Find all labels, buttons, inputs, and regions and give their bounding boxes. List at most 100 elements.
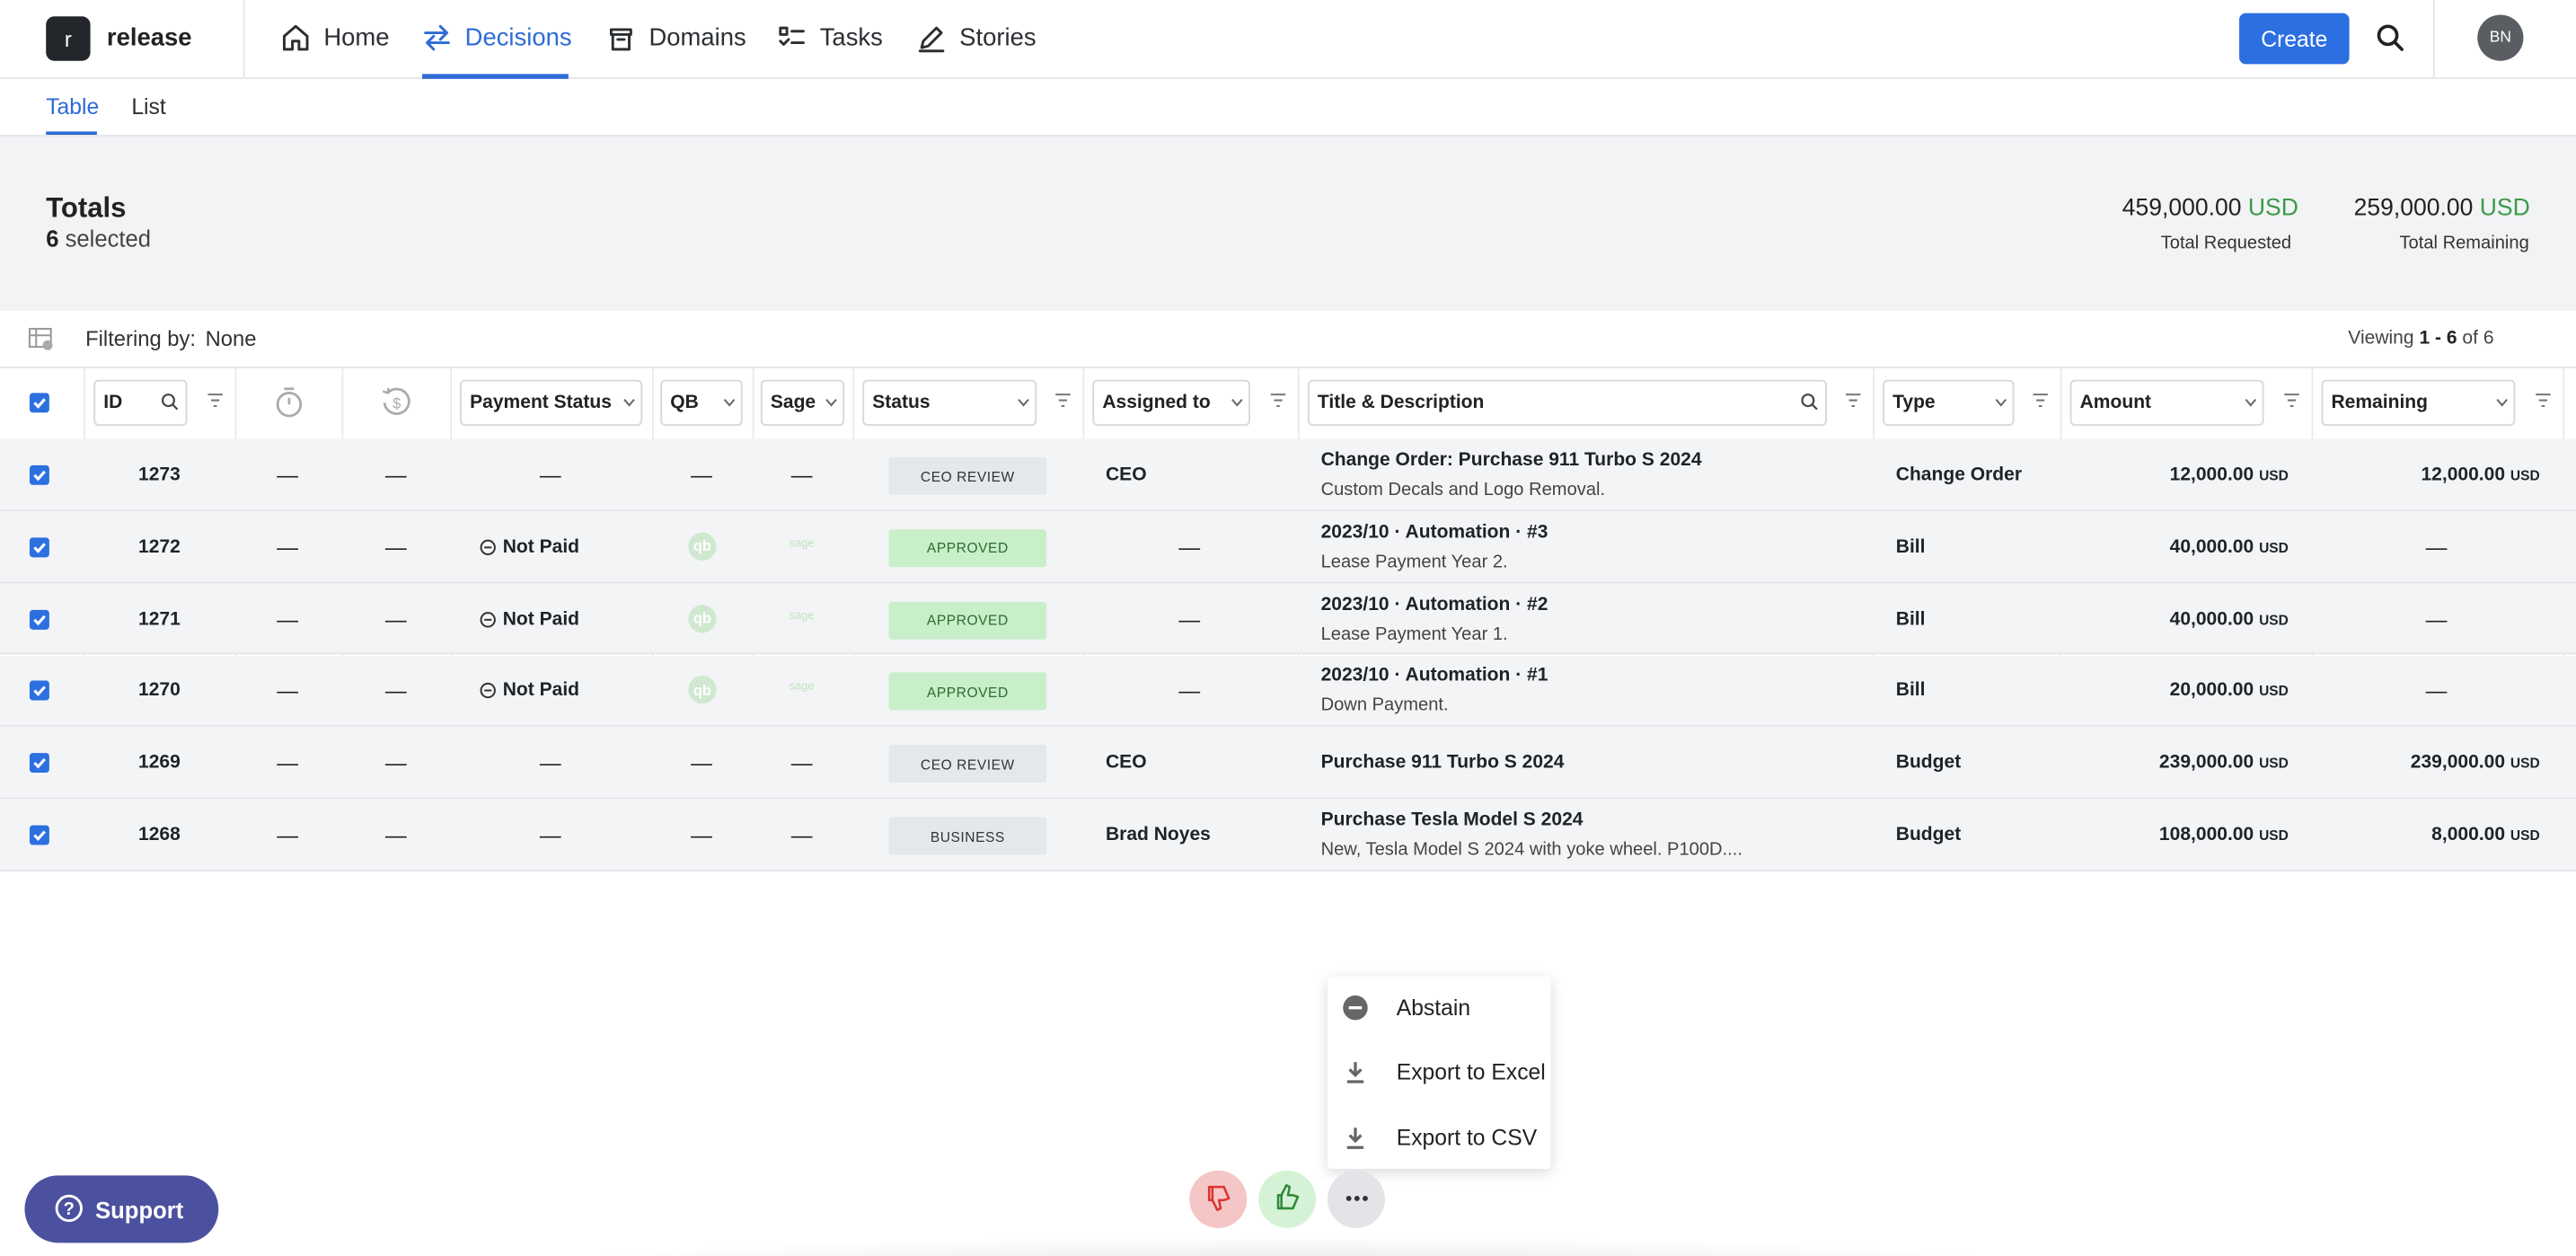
row-sage: sage bbox=[789, 537, 815, 550]
support-label[interactable]: Support bbox=[95, 1196, 184, 1223]
row-payment: Not Paid bbox=[502, 536, 580, 557]
nav-item[interactable]: Decisions bbox=[464, 23, 572, 52]
nav-icon[interactable] bbox=[422, 23, 452, 53]
support-icon: ? bbox=[54, 1193, 84, 1223]
column-header: Remaining bbox=[2331, 393, 2429, 413]
nav-icon[interactable] bbox=[281, 23, 311, 53]
amount-number: 40,000.00 bbox=[2169, 609, 2254, 630]
menu-icon[interactable] bbox=[1342, 995, 1368, 1021]
approve-button[interactable] bbox=[1258, 1170, 1317, 1228]
row-refund: — bbox=[384, 535, 407, 560]
avatar[interactable] bbox=[2477, 14, 2524, 61]
amount-currency: USD bbox=[2259, 610, 2289, 628]
table-row bbox=[0, 438, 2576, 511]
icon-part bbox=[1354, 1196, 1360, 1201]
row-refund: — bbox=[384, 606, 407, 632]
sub-tab-underline bbox=[46, 131, 97, 136]
column-header-box[interactable] bbox=[2321, 379, 2516, 426]
checkbox[interactable] bbox=[29, 609, 49, 630]
checkbox[interactable] bbox=[29, 825, 49, 845]
checkbox[interactable] bbox=[29, 464, 49, 485]
dropdown-chevron bbox=[825, 398, 838, 408]
amount-currency: USD bbox=[2259, 538, 2289, 556]
menu-item[interactable]: Export to Excel bbox=[1396, 1059, 1546, 1085]
row-payment: — bbox=[539, 463, 561, 488]
icon-part bbox=[207, 394, 223, 407]
menu-item[interactable]: Export to CSV bbox=[1396, 1124, 1538, 1150]
sub-tab[interactable]: Table bbox=[46, 94, 100, 119]
qb-logo bbox=[688, 676, 717, 704]
row-id: 1270 bbox=[138, 681, 181, 702]
icon-part bbox=[1346, 1127, 1364, 1149]
column-header-box[interactable] bbox=[93, 379, 188, 426]
total-currency: USD bbox=[2247, 195, 2298, 223]
checkbox-check bbox=[30, 465, 49, 485]
menu-icon[interactable] bbox=[1342, 1059, 1368, 1085]
row-qb: — bbox=[691, 822, 712, 848]
icon-part bbox=[2536, 394, 2551, 407]
row-remaining: — bbox=[2425, 678, 2448, 703]
column-filter-icon[interactable] bbox=[207, 393, 223, 407]
row-status: CEO REVIEW bbox=[920, 756, 1015, 773]
column-header-box[interactable] bbox=[2069, 379, 2264, 426]
column-header-box[interactable] bbox=[1307, 379, 1827, 426]
column-filter-icon[interactable] bbox=[2283, 393, 2299, 407]
workspace-name: release bbox=[106, 23, 192, 52]
icon-part bbox=[207, 394, 223, 407]
status-badge bbox=[888, 456, 1047, 495]
checkbox[interactable] bbox=[29, 393, 49, 413]
logo bbox=[46, 16, 91, 61]
column-header-box[interactable] bbox=[862, 379, 1037, 426]
row-timer: — bbox=[277, 606, 298, 632]
menu-icon[interactable] bbox=[1342, 1124, 1368, 1150]
column-filter-icon[interactable] bbox=[2535, 393, 2551, 407]
filter-value: None bbox=[205, 326, 257, 351]
icon-part bbox=[33, 686, 46, 697]
nav-item[interactable]: Home bbox=[323, 23, 390, 52]
row-sage: — bbox=[790, 463, 813, 488]
column-filter-icon[interactable] bbox=[1270, 393, 1286, 407]
amount-currency: USD bbox=[2510, 466, 2540, 483]
nav-icon[interactable] bbox=[606, 23, 636, 53]
total-number: 459,000.00 bbox=[2122, 195, 2242, 223]
sub-tab[interactable]: List bbox=[131, 94, 166, 119]
create-label[interactable]: Create bbox=[2261, 26, 2328, 51]
column-header-box[interactable] bbox=[1092, 379, 1250, 426]
column-header: Type bbox=[1892, 393, 1936, 413]
checkbox[interactable] bbox=[29, 753, 49, 774]
nav-item[interactable]: Domains bbox=[648, 23, 746, 52]
column-filter-icon[interactable] bbox=[1845, 393, 1861, 407]
icon-part bbox=[1018, 398, 1029, 407]
amount-number: 8,000.00 bbox=[2431, 825, 2506, 845]
checkbox[interactable] bbox=[29, 536, 49, 557]
row-timer: — bbox=[277, 463, 298, 488]
nav-icon[interactable] bbox=[777, 23, 807, 53]
column-header-box[interactable] bbox=[460, 379, 643, 426]
row-title: 2023/10 · Automation · #2 bbox=[1320, 594, 1548, 615]
checkbox[interactable] bbox=[29, 681, 49, 702]
filter-label: Filtering by: bbox=[85, 326, 197, 351]
menu-item[interactable]: Abstain bbox=[1396, 995, 1471, 1021]
nav-item[interactable]: Tasks bbox=[819, 23, 883, 52]
amount-currency: USD bbox=[2510, 755, 2540, 772]
icon-part bbox=[1845, 394, 1861, 407]
create-button[interactable] bbox=[2239, 13, 2350, 65]
row-id: 1269 bbox=[138, 753, 181, 774]
row-id: 1271 bbox=[138, 609, 181, 630]
row-qb: qb bbox=[693, 682, 711, 699]
column-filter-icon[interactable] bbox=[1054, 393, 1071, 407]
row-status: APPROVED bbox=[926, 539, 1009, 557]
search-icon[interactable] bbox=[2376, 23, 2405, 53]
nav-icon[interactable] bbox=[917, 23, 947, 53]
column-header-box[interactable] bbox=[1883, 379, 2015, 426]
reject-button[interactable] bbox=[1189, 1170, 1248, 1228]
icon-part bbox=[1270, 394, 1286, 407]
column-header-box[interactable] bbox=[760, 379, 845, 426]
column-header-box[interactable] bbox=[660, 379, 743, 426]
amount-number: 12,000.00 bbox=[2169, 464, 2254, 485]
column-filter-icon[interactable] bbox=[2033, 393, 2049, 407]
top-nav bbox=[0, 0, 2576, 79]
timer-header-icon bbox=[274, 386, 304, 418]
icon-part bbox=[2496, 398, 2508, 407]
nav-item[interactable]: Stories bbox=[959, 23, 1037, 52]
